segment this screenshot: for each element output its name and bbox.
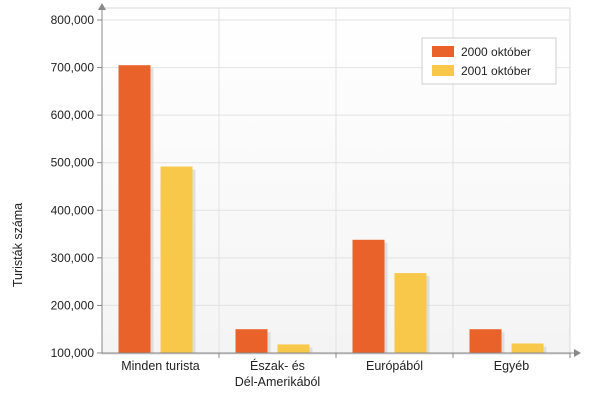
category-label-line: Minden turista	[121, 359, 200, 373]
y-tick-label: 400,000	[51, 203, 95, 217]
legend-box	[421, 37, 557, 85]
y-axis-arrow	[98, 3, 106, 10]
y-tick-label: 200,000	[51, 298, 95, 312]
category-label-line: Észak- és	[250, 358, 305, 373]
x-axis-arrow	[574, 349, 581, 357]
bars	[118, 65, 547, 353]
bar	[277, 344, 310, 353]
bar	[394, 273, 427, 353]
bar	[118, 65, 151, 353]
category-label-line: Dél-Amerikából	[235, 375, 320, 389]
bar	[160, 166, 193, 353]
y-tick-label: 300,000	[51, 251, 95, 265]
legend-label: 2000 október	[461, 45, 531, 59]
y-tick-label: 600,000	[51, 108, 95, 122]
y-tick-label: 100,000	[51, 346, 95, 360]
category-label: Minden turista	[121, 359, 200, 373]
legend-label: 2001 október	[461, 64, 531, 78]
legend-swatch	[432, 46, 454, 57]
category-labels: Minden turista Észak- és Dél-Amerikából Eur…	[121, 358, 529, 389]
legend: 2000 október 2001 október	[421, 37, 557, 85]
category-label: Észak- és Dél-Amerikából	[235, 358, 320, 389]
legend-swatch	[432, 65, 454, 76]
bar	[469, 329, 502, 353]
y-axis-ticks: 100,000 200,000 300,000 400,000 500,000 600,0…	[51, 13, 102, 360]
bar	[235, 329, 268, 353]
y-axis-label: Turisták száma	[11, 203, 25, 287]
axes	[98, 3, 581, 358]
bar	[352, 239, 385, 353]
category-label-line: Egyéb	[494, 359, 529, 373]
category-label-line: Európából	[366, 359, 423, 373]
category-label: Egyéb	[494, 359, 529, 373]
category-label: Európából	[366, 359, 423, 373]
bar	[511, 343, 544, 353]
y-tick-label: 800,000	[51, 13, 95, 27]
y-tick-label: 700,000	[51, 61, 95, 75]
y-tick-label: 500,000	[51, 156, 95, 170]
